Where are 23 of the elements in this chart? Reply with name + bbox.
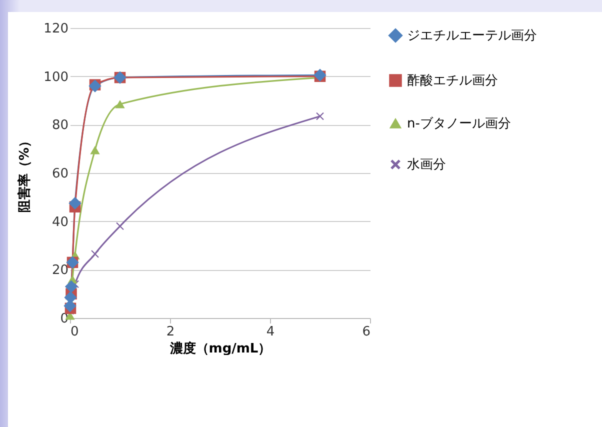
x-tick-label: 6 (362, 324, 370, 340)
x-axis-title: 濃度（mg/mL） (168, 340, 272, 356)
legend-label: n-ブタノール画分 (407, 116, 511, 132)
x-tick-label: 0 (70, 324, 79, 340)
point (64, 280, 78, 293)
point (316, 112, 324, 120)
x-tick-label: 4 (266, 324, 275, 340)
y-tick-label: 60 (52, 166, 68, 182)
legend-label: ジエチルエーテル画分 (407, 28, 537, 44)
point (91, 250, 99, 258)
legend-label: 酢酸エチル画分 (407, 74, 498, 88)
point (68, 196, 82, 210)
y-tick-label: 120 (44, 22, 68, 36)
y-tick-label: 20 (52, 263, 68, 278)
y-axis-title: 阻害率（%） (16, 134, 33, 213)
point (90, 146, 100, 154)
y-tick-label: 100 (44, 70, 68, 85)
point (115, 100, 125, 108)
legend-label: 水画分 (407, 158, 446, 172)
point (116, 222, 124, 230)
x-tick-label: 2 (166, 324, 175, 340)
y-tick-label: 40 (52, 214, 68, 230)
y-tick-label: 80 (52, 118, 68, 134)
